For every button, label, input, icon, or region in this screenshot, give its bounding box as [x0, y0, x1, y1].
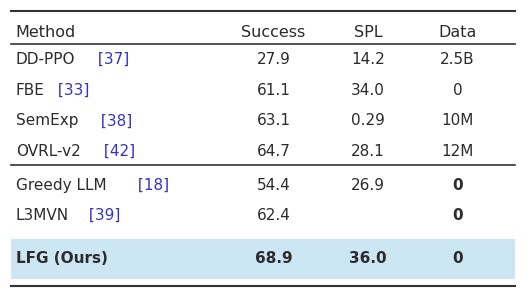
Text: 61.1: 61.1 — [257, 83, 290, 98]
Text: [37]: [37] — [93, 52, 129, 67]
Text: 0: 0 — [452, 251, 463, 266]
Text: 0.29: 0.29 — [351, 113, 385, 129]
Text: Data: Data — [439, 24, 477, 40]
Text: DD-PPO: DD-PPO — [16, 52, 75, 67]
Text: OVRL-v2: OVRL-v2 — [16, 144, 80, 159]
Text: 10M: 10M — [441, 113, 474, 129]
Text: 0: 0 — [452, 208, 463, 223]
Text: [38]: [38] — [96, 113, 133, 129]
Text: 26.9: 26.9 — [351, 177, 385, 193]
Text: 12M: 12M — [441, 144, 474, 159]
Text: [42]: [42] — [99, 144, 136, 159]
Text: 28.1: 28.1 — [351, 144, 385, 159]
FancyBboxPatch shape — [11, 239, 515, 279]
Text: 68.9: 68.9 — [255, 251, 292, 266]
Text: 36.0: 36.0 — [349, 251, 387, 266]
Text: LFG (Ours): LFG (Ours) — [16, 251, 108, 266]
Text: 64.7: 64.7 — [257, 144, 290, 159]
Text: 54.4: 54.4 — [257, 177, 290, 193]
Text: L3MVN: L3MVN — [16, 208, 69, 223]
Text: SemExp: SemExp — [16, 113, 78, 129]
Text: 62.4: 62.4 — [257, 208, 290, 223]
Text: 0: 0 — [452, 177, 463, 193]
Text: 14.2: 14.2 — [351, 52, 385, 67]
Text: FBE: FBE — [16, 83, 45, 98]
Text: SPL: SPL — [354, 24, 382, 40]
Text: [39]: [39] — [84, 208, 120, 223]
Text: 2.5B: 2.5B — [440, 52, 475, 67]
Text: 27.9: 27.9 — [257, 52, 290, 67]
Text: Method: Method — [16, 24, 76, 40]
Text: Success: Success — [241, 24, 306, 40]
Text: [18]: [18] — [133, 177, 169, 193]
Text: 63.1: 63.1 — [257, 113, 290, 129]
Text: [33]: [33] — [53, 83, 89, 98]
Text: Greedy LLM: Greedy LLM — [16, 177, 106, 193]
Text: 34.0: 34.0 — [351, 83, 385, 98]
Text: 0: 0 — [453, 83, 462, 98]
